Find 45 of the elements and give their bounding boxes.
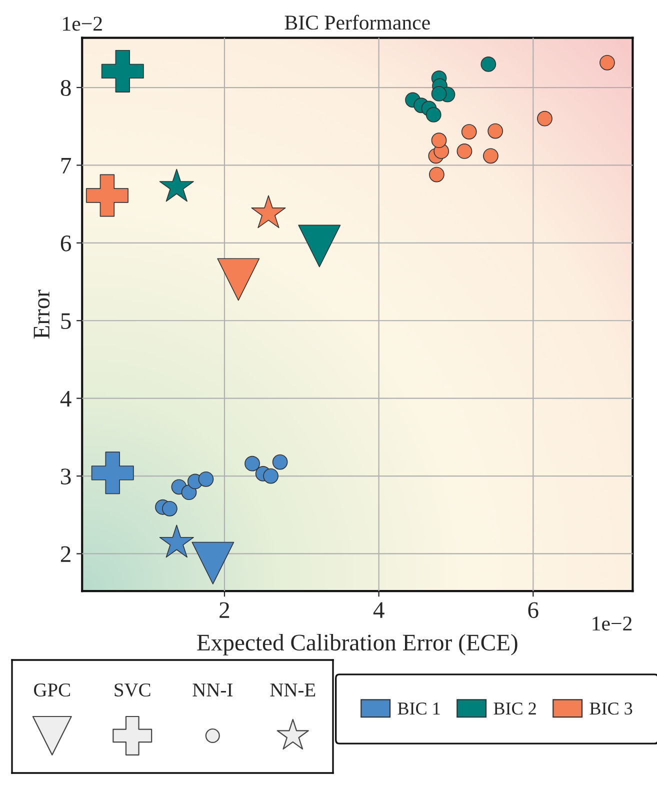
point xyxy=(192,542,234,584)
point xyxy=(217,258,260,301)
text: 1e−2 xyxy=(63,16,102,31)
point xyxy=(101,50,144,92)
point xyxy=(456,144,472,159)
y-tick-label: 4 xyxy=(60,390,72,407)
point xyxy=(244,456,260,472)
point xyxy=(537,110,552,126)
point xyxy=(263,468,278,484)
y-tick-label: 8 xyxy=(60,80,71,96)
x-axis-title: Expected Calibration Error (ECE) xyxy=(197,634,518,656)
y-axis-title: Error xyxy=(34,290,50,339)
point xyxy=(86,174,128,217)
point xyxy=(198,471,214,487)
point xyxy=(181,484,197,500)
chart-title: BIC Performance xyxy=(284,14,430,30)
text: 1e−2 xyxy=(592,616,632,631)
point xyxy=(488,123,504,139)
legend-label: BIC 2 xyxy=(494,702,536,715)
y-tick-label: 3 xyxy=(61,468,71,484)
point xyxy=(461,124,477,140)
point xyxy=(431,132,447,148)
x-tick-label: 2 xyxy=(220,602,230,618)
text: NN-E xyxy=(270,684,316,696)
point xyxy=(483,148,498,164)
point xyxy=(600,54,615,70)
point xyxy=(91,452,134,494)
text: NN-I xyxy=(192,684,232,696)
text: GPC xyxy=(34,683,70,697)
y-tick-label: 2 xyxy=(60,546,70,562)
point xyxy=(298,224,341,268)
point xyxy=(480,56,496,72)
point xyxy=(428,166,444,182)
y-tick-label: 5 xyxy=(61,313,71,330)
y-tick-label: 7 xyxy=(61,158,72,174)
legend-label: BIC 3 xyxy=(590,702,632,715)
text: SVC xyxy=(114,683,150,697)
point xyxy=(272,454,288,470)
point xyxy=(431,86,447,102)
x-tick-label: 4 xyxy=(373,602,384,618)
point xyxy=(426,107,442,122)
x-tick-label: 6 xyxy=(528,602,538,618)
y-tick-label: 6 xyxy=(60,235,72,252)
legend-label: BIC 1 xyxy=(398,702,440,715)
point xyxy=(162,500,178,516)
